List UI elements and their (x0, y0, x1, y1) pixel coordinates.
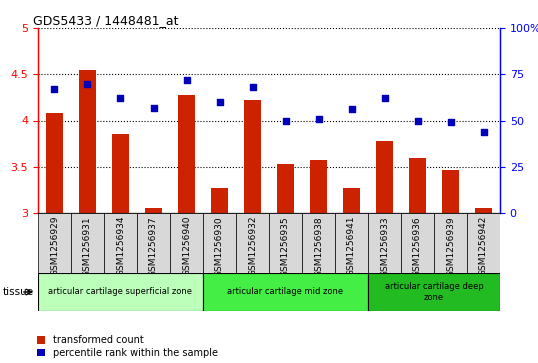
Bar (137, 213, 170, 273)
Bar (211, 188, 228, 213)
Text: GDS5433 / 1448481_at: GDS5433 / 1448481_at (33, 14, 179, 27)
Bar (244, 100, 261, 213)
Bar (376, 141, 393, 213)
Bar (203, 273, 368, 311)
Bar (170, 213, 203, 273)
Bar (71, 213, 104, 273)
Text: GSM1256936: GSM1256936 (413, 216, 422, 277)
Text: GSM1256930: GSM1256930 (215, 216, 224, 277)
Point (50, 86, 59, 92)
Bar (343, 188, 360, 213)
Text: GSM1256933: GSM1256933 (380, 216, 389, 277)
Bar (38, 213, 71, 273)
Text: GSM1256939: GSM1256939 (446, 216, 455, 277)
Point (314, 116, 323, 122)
Bar (112, 134, 129, 213)
Point (347, 106, 356, 112)
Bar (236, 213, 269, 273)
Text: GSM1256940: GSM1256940 (182, 216, 191, 277)
Legend: transformed count, percentile rank within the sample: transformed count, percentile rank withi… (38, 335, 218, 358)
Bar (475, 208, 492, 213)
Point (182, 77, 191, 83)
Bar (302, 213, 335, 273)
Bar (409, 158, 426, 213)
Bar (178, 95, 195, 213)
Bar (46, 113, 63, 213)
Bar (401, 213, 434, 273)
Text: GSM1256929: GSM1256929 (50, 216, 59, 277)
Text: articular cartilage deep
zone: articular cartilage deep zone (385, 282, 483, 302)
Bar (277, 164, 294, 213)
Text: GSM1256938: GSM1256938 (314, 216, 323, 277)
Text: GSM1256935: GSM1256935 (281, 216, 290, 277)
Text: articular cartilage superficial zone: articular cartilage superficial zone (48, 287, 193, 297)
Bar (104, 213, 137, 273)
Point (116, 95, 125, 101)
Text: articular cartilage mid zone: articular cartilage mid zone (228, 287, 344, 297)
Bar (145, 208, 162, 213)
Point (380, 95, 389, 101)
Text: GSM1256942: GSM1256942 (479, 216, 488, 276)
Point (479, 129, 488, 135)
Bar (79, 70, 96, 213)
Text: GSM1256937: GSM1256937 (149, 216, 158, 277)
Text: GSM1256932: GSM1256932 (248, 216, 257, 277)
Bar (38, 273, 203, 311)
Bar (368, 273, 500, 311)
Point (281, 118, 290, 123)
Point (248, 84, 257, 90)
Text: GSM1256934: GSM1256934 (116, 216, 125, 277)
Bar (368, 213, 401, 273)
Point (83, 81, 92, 86)
Bar (203, 213, 236, 273)
Bar (467, 213, 500, 273)
Text: tissue: tissue (3, 287, 34, 297)
Point (446, 119, 455, 125)
Text: GSM1256931: GSM1256931 (83, 216, 92, 277)
Bar (442, 170, 459, 213)
Point (215, 99, 224, 105)
Bar (335, 213, 368, 273)
Bar (269, 213, 302, 273)
Text: GSM1256941: GSM1256941 (347, 216, 356, 277)
Bar (310, 160, 327, 213)
Bar (434, 213, 467, 273)
Point (413, 118, 422, 123)
Point (149, 105, 158, 110)
